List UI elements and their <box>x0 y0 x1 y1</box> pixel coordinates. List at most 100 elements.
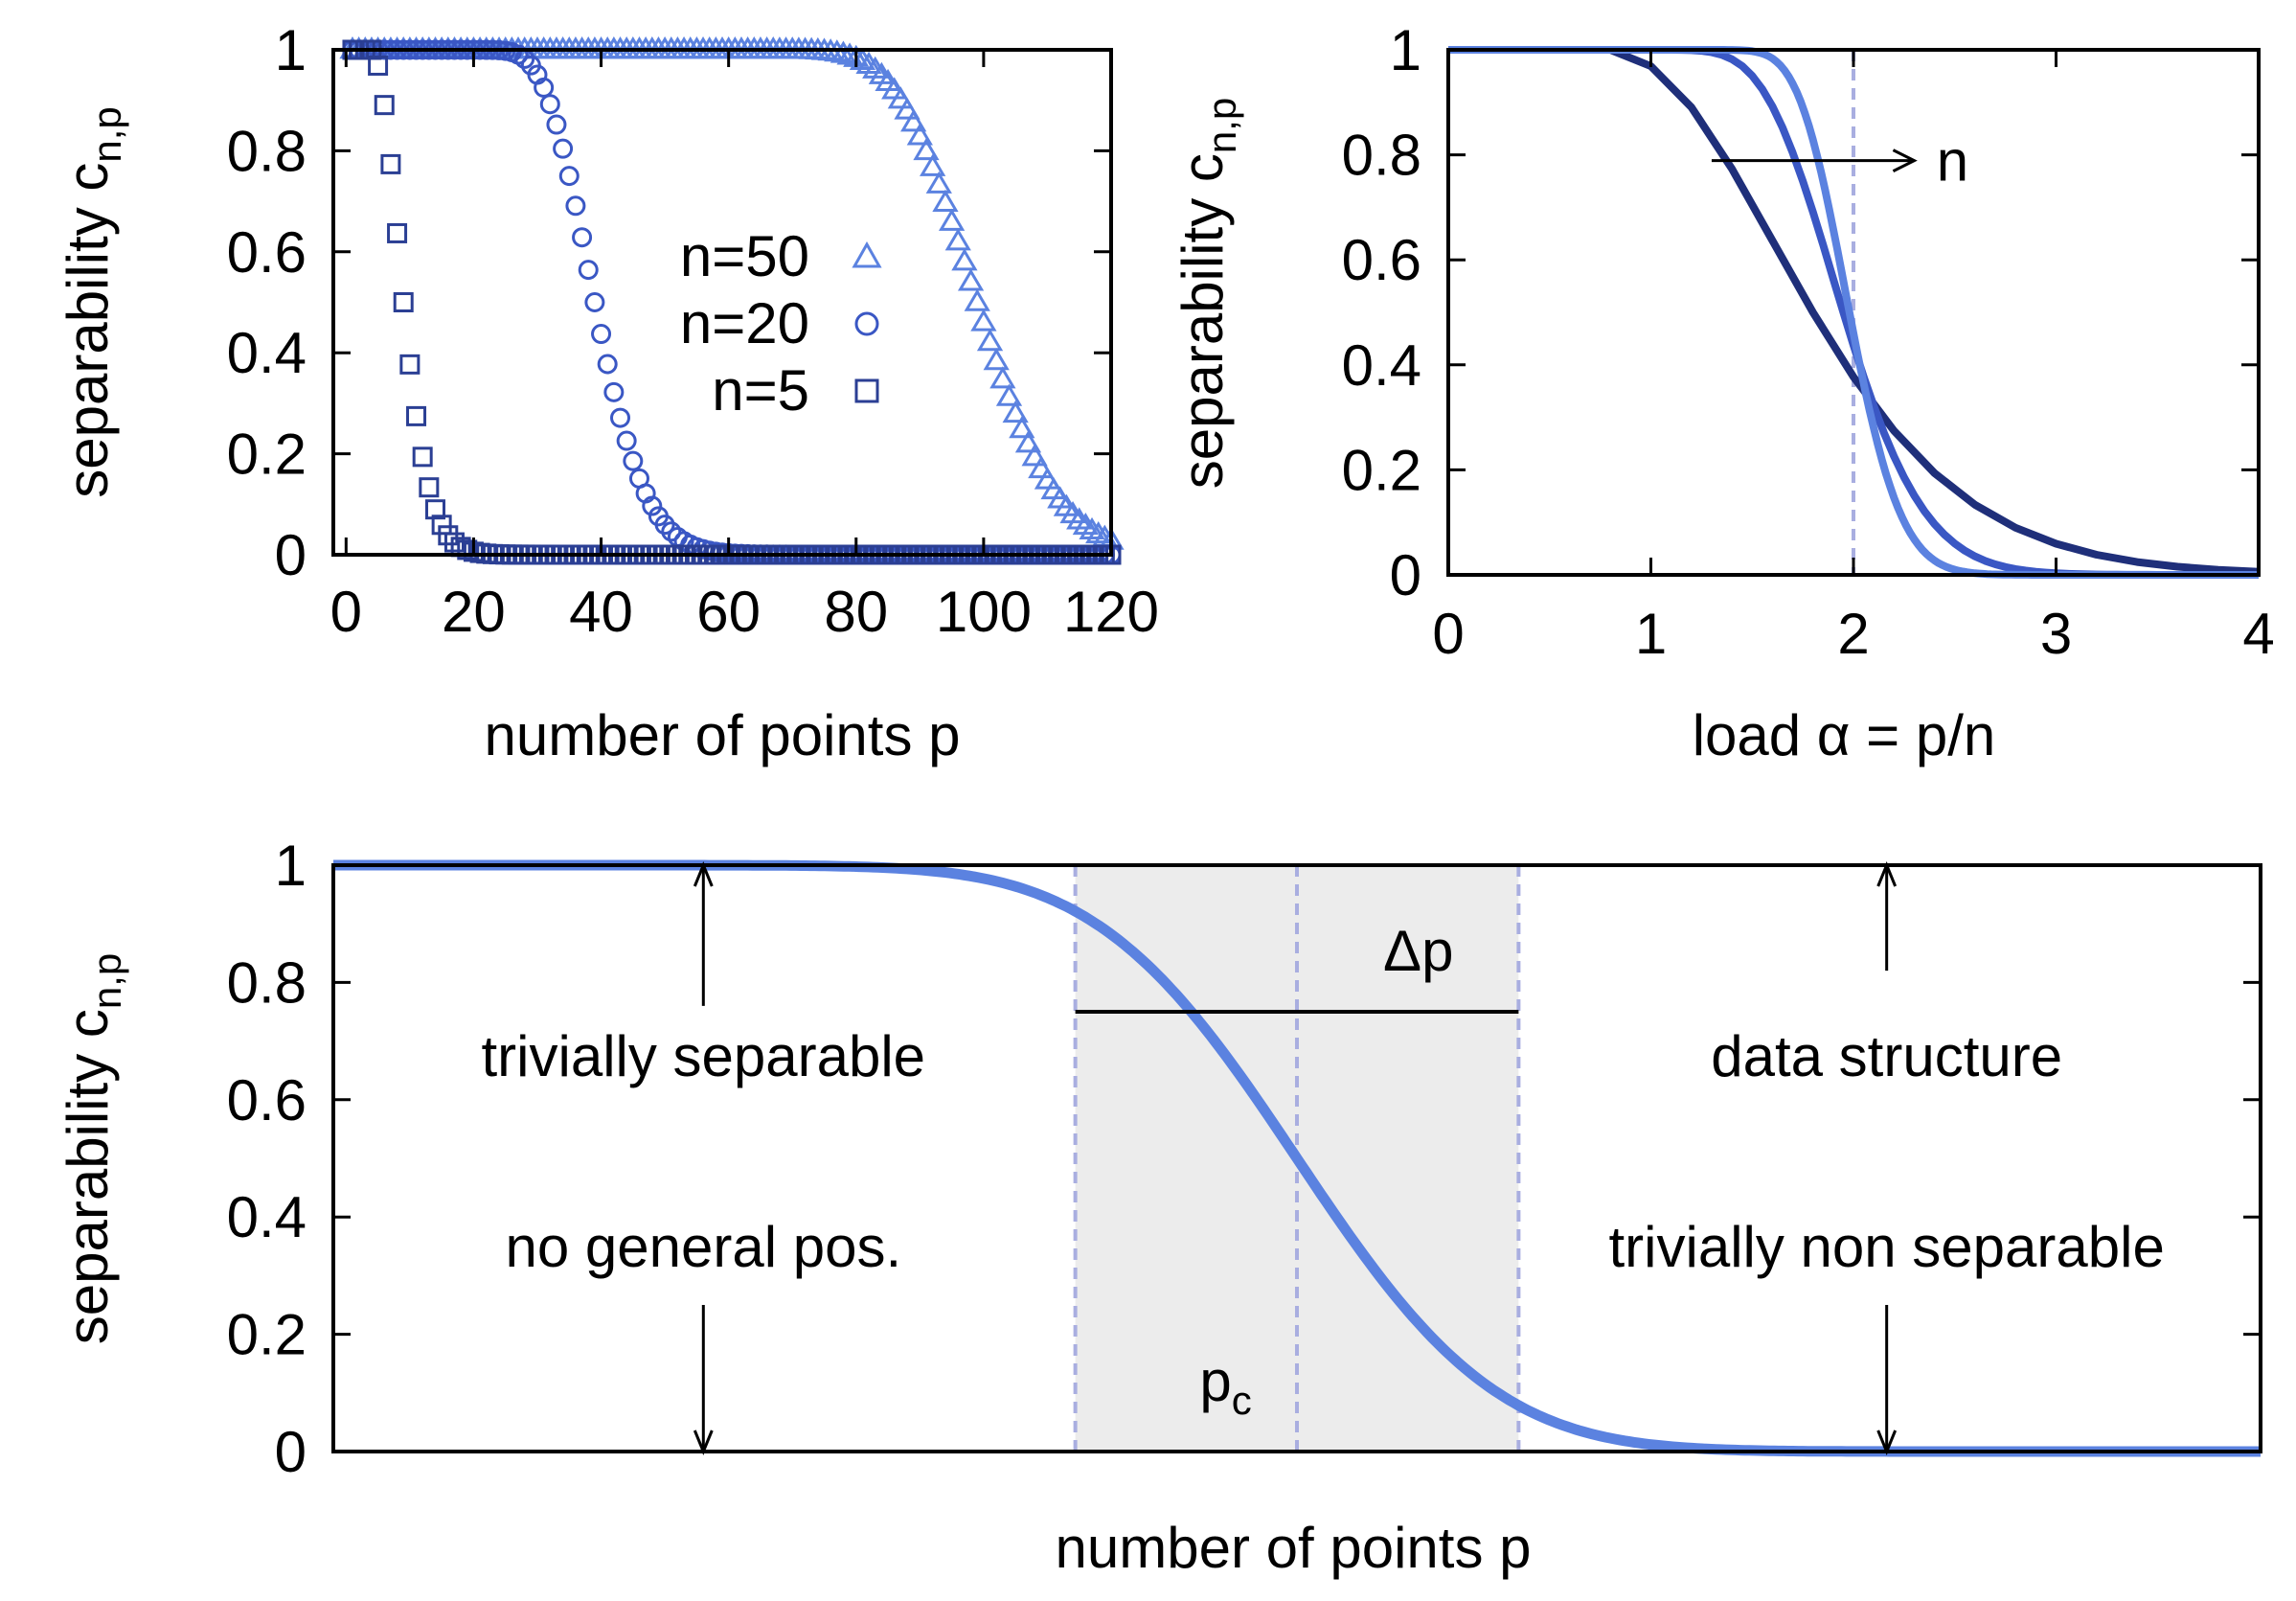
tl-square-point <box>406 405 427 426</box>
tr-n-arrow: n <box>1711 129 1968 194</box>
panel-top-left: 0 20 40 60 80 100 120 0 0.2 0.4 0.6 0.8 1 n=50n=20n=… <box>56 18 1159 767</box>
tl-circle-point <box>546 114 567 135</box>
tr-y-tick-label: 1 <box>1390 18 1421 82</box>
tl-y-tick-label: 0.6 <box>227 220 307 285</box>
b-no-general-position-label: no general pos. <box>505 1215 901 1279</box>
tl-circle-point <box>539 94 560 115</box>
b-annotation-arrow-head <box>1876 1429 1898 1455</box>
tr-x-tick-label: 1 <box>1635 602 1667 666</box>
tl-triangle-point <box>887 86 914 109</box>
tl-square-point <box>374 95 395 116</box>
tr-y-tick-label: 0.8 <box>1342 124 1421 188</box>
tl-triangle-point <box>983 348 1010 371</box>
tl-triangle-point <box>913 137 940 161</box>
tl-triangle-point <box>925 171 952 194</box>
tr-y-tick-label: 0 <box>1390 543 1421 607</box>
tl-y-tick-label: 0.2 <box>227 423 307 487</box>
tl-triangle-point <box>970 309 997 332</box>
tl-triangle-point <box>938 208 966 231</box>
tl-triangle-point <box>995 383 1023 406</box>
tr-y-axis-label: separability cn,p <box>1171 98 1244 490</box>
tl-triangle-point <box>1002 400 1029 423</box>
b-y-tick-label: 0.2 <box>227 1303 307 1367</box>
b-trivially-separable-label: trivially separable <box>482 1024 926 1088</box>
tl-circle-point <box>565 195 586 217</box>
tl-circle-point <box>578 260 599 281</box>
tl-circle-point <box>553 138 574 159</box>
tr-x-tick-label: 0 <box>1432 602 1464 666</box>
tl-triangle-point <box>920 153 946 176</box>
b-annotation-arrow-head <box>693 861 714 887</box>
tr-y-axis-label-sub: n,p <box>1199 98 1244 153</box>
tl-circle-point <box>597 354 618 375</box>
tl-square-point <box>412 446 433 468</box>
tl-y-axis-label-main: separability c <box>56 163 120 498</box>
b-data-structure-label: data structure <box>1711 1024 2062 1088</box>
b-y-tick-label: 0.8 <box>227 950 307 1015</box>
tl-x-tick-label: 0 <box>330 580 362 644</box>
b-y-axis-label-sub: n,p <box>84 953 129 1009</box>
tl-x-tick-label: 100 <box>936 580 1032 644</box>
tr-y-tick-label: 0.6 <box>1342 228 1421 292</box>
tl-circle-point <box>610 407 631 428</box>
tr-arrow-label: n <box>1937 129 1968 194</box>
tl-triangle-point <box>951 248 978 271</box>
tr-y-tick-label: 0.2 <box>1342 438 1421 502</box>
tr-x-tick-label: 3 <box>2040 602 2072 666</box>
tl-triangle-point <box>976 329 1004 352</box>
tl-x-tick-label: 40 <box>569 580 633 644</box>
tl-circle-point <box>654 515 675 536</box>
b-plot-frame <box>331 863 2262 1453</box>
tr-arrow-head <box>1892 149 1918 172</box>
tl-triangle-point <box>1079 516 1105 539</box>
tl-circle-point <box>661 521 682 542</box>
tl-legend-circle <box>854 311 879 336</box>
tr-y-tick-label: 0.4 <box>1342 333 1421 398</box>
tl-square-point <box>368 55 389 76</box>
tl-x-tick-label: 60 <box>696 580 761 644</box>
tr-x-tick-label: 2 <box>1837 602 1869 666</box>
tl-triangle-point <box>957 268 985 291</box>
tl-triangle-point <box>906 123 933 146</box>
tr-x-axis-label: load α = p/n <box>1693 703 1996 767</box>
tl-triangle-point <box>1028 455 1055 479</box>
tl-y-axis-label: separability cn,p <box>56 106 129 498</box>
tl-y-axis-label-sub: n,p <box>84 106 129 162</box>
tl-triangle-point <box>1009 416 1035 439</box>
tr-ticks: 0 1 2 3 4 0 0.2 0.4 0.6 0.8 1 <box>1342 18 2275 666</box>
panel-bottom: 0 0.2 0.4 0.6 0.8 1 trivially separable no ge… <box>56 834 2262 1580</box>
b-y-tick-label: 0.6 <box>227 1068 307 1132</box>
tl-square-point <box>393 292 414 312</box>
panel-top-right: 0 1 2 3 4 0 0.2 0.4 0.6 0.8 1 n load α = p/n separ… <box>1171 18 2275 767</box>
tl-triangle-point <box>1014 430 1042 453</box>
tl-x-tick-label: 120 <box>1063 580 1159 644</box>
b-y-axis-label-main: separability c <box>56 1009 120 1344</box>
b-annotation-arrow-head <box>693 1429 714 1455</box>
tl-legend-square <box>854 378 879 403</box>
tl-ticks: 0 20 40 60 80 100 120 0 0.2 0.4 0.6 0.8 1 <box>227 18 1159 644</box>
b-y-tick-label: 1 <box>275 834 307 898</box>
tl-plot-frame <box>331 48 1113 557</box>
tr-y-axis-label-main: separability c <box>1171 153 1235 489</box>
b-ticks: 0 0.2 0.4 0.6 0.8 1 <box>227 834 2261 1484</box>
tl-x-tick-label: 20 <box>442 580 506 644</box>
tl-circle-point <box>558 166 580 187</box>
b-y-axis-label: separability cn,p <box>56 953 129 1345</box>
b-annotation-arrow-head <box>1876 861 1898 887</box>
tl-x-axis-label: number of points p <box>485 703 961 767</box>
tl-legend-triangle <box>852 240 882 268</box>
tl-legend-label: n=20 <box>680 291 809 355</box>
tl-x-tick-label: 80 <box>824 580 888 644</box>
tl-square-point <box>438 525 459 546</box>
tl-circle-point <box>534 77 555 98</box>
b-critical-p-label: pc <box>1199 1349 1251 1423</box>
tl-triangle-point <box>1034 467 1061 490</box>
b-delta-p-label: Δp <box>1383 919 1453 983</box>
tl-square-point <box>387 222 408 243</box>
tl-triangle-point <box>894 97 921 120</box>
b-y-tick-label: 0 <box>275 1420 307 1484</box>
tl-triangle-point <box>964 288 990 311</box>
tl-triangle-point <box>989 366 1016 389</box>
tl-circle-point <box>572 227 593 248</box>
